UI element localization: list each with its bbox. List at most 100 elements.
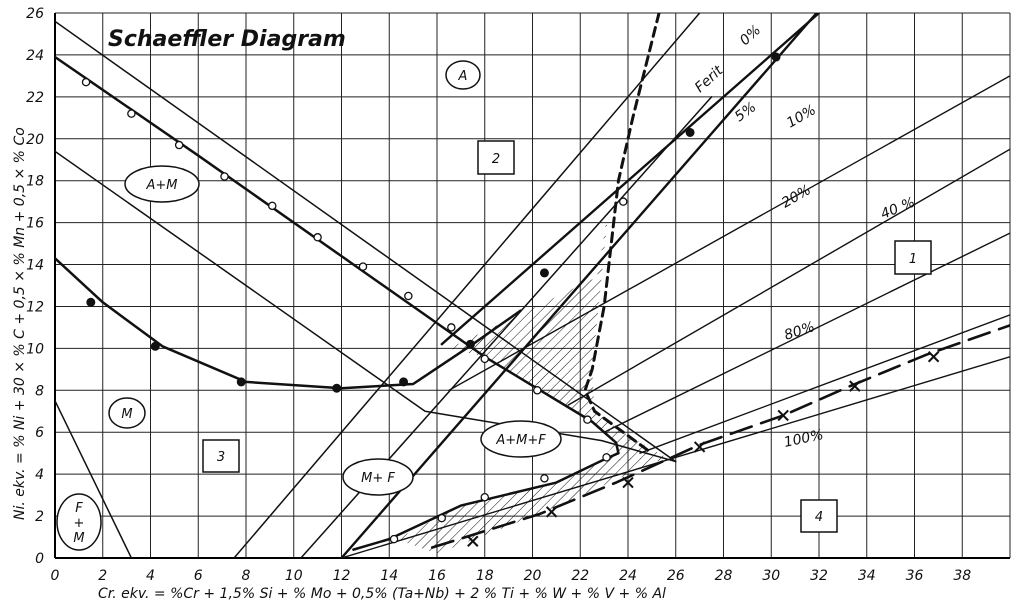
x-tick-label: 12 [333, 568, 351, 584]
x-tick-label: 28 [715, 568, 733, 584]
zone-number-1: 1 [909, 252, 917, 267]
ferrite-line [603, 232, 1010, 433]
open-point [583, 415, 592, 424]
open-point [480, 354, 489, 364]
filled-point [150, 341, 160, 351]
y-axis-label: Ni. ekv. = % Ni + 30 × % C + 0,5 × % Mn … [12, 127, 28, 520]
filled-point [771, 52, 781, 62]
ferrite-line [340, 13, 818, 558]
x-tick-label: 16 [428, 568, 446, 584]
y-tick-label: 8 [35, 383, 44, 399]
open-point [480, 492, 489, 502]
zone-box-3 [202, 439, 240, 473]
phase-label-m: M [121, 407, 132, 422]
x-tick-label: 36 [906, 568, 924, 584]
y-tick-label: 6 [35, 425, 44, 441]
diagram-title: Schaeffler Diagram [108, 27, 346, 52]
phase-mf-ellipse [342, 458, 414, 496]
open-point [540, 474, 549, 483]
y-tick-label: 26 [26, 6, 44, 22]
ferrite-40-label: 40 % [879, 195, 918, 223]
open-point [618, 197, 628, 206]
hatched-region-2 [396, 457, 667, 554]
phase-label-am: A+M [145, 178, 177, 193]
x-tick-label: 0 [51, 568, 60, 584]
phase-a-ellipse [445, 60, 481, 90]
fm-boundary-line [55, 400, 133, 558]
x-tick-label: 38 [953, 568, 971, 584]
x-tick-label: 20 [524, 568, 542, 584]
ferrite-80-label: 80% [782, 319, 817, 344]
filled-point [685, 127, 695, 137]
x-tick-label: 10 [285, 568, 303, 584]
upper-diagonal-line [55, 20, 677, 463]
x-tick-label: 22 [571, 568, 589, 584]
ferrite-line [567, 148, 1010, 406]
ferrite-label: Ferit [692, 62, 727, 96]
y-tick-label: 16 [26, 216, 44, 232]
filled-point [399, 377, 409, 387]
ferrite-line [639, 314, 1010, 454]
x-tick-label: 6 [194, 568, 203, 584]
x-tick-label: 30 [762, 568, 780, 584]
ferrite-20-label: 20% [779, 182, 814, 211]
phase-am-ellipse [124, 165, 200, 203]
open-point [174, 140, 184, 150]
cross-marker [693, 441, 706, 453]
x-tick-label: 32 [810, 568, 828, 584]
open-point [268, 201, 277, 211]
cross-marker [927, 351, 940, 363]
open-point [358, 262, 368, 271]
open-point [602, 453, 611, 462]
ferrite-0-label: 0% [737, 22, 764, 49]
filled-point [332, 383, 342, 393]
cross-marker [467, 535, 479, 547]
x-tick-label: 14 [380, 568, 398, 584]
phase-label-fm-bottom: M [73, 531, 84, 546]
y-tick-label: 14 [26, 258, 44, 274]
grid [54, 12, 1011, 559]
y-tick-label: 20 [26, 132, 44, 148]
open-point [404, 291, 413, 301]
austenite-martensite-line [55, 55, 620, 551]
x-tick-label: 34 [858, 568, 876, 584]
phase-label-fm-plus: + [74, 516, 85, 531]
y-tick-label: 2 [35, 509, 44, 525]
martensite-boundary-line [55, 257, 522, 390]
y-tick-label: 24 [26, 48, 44, 64]
ferrite-line [448, 75, 1010, 392]
open-point [389, 534, 399, 544]
x-tick-label: 24 [619, 568, 637, 584]
open-point [220, 172, 229, 181]
martensite-ferrite-line [233, 13, 701, 558]
hatched-region-1 [448, 205, 667, 462]
ferrite-line [440, 13, 821, 346]
y-tick-label: 18 [26, 174, 44, 190]
y-tick-label: 10 [26, 341, 44, 357]
x-tick-label: 4 [146, 568, 155, 584]
filled-point [539, 268, 549, 278]
x-tick-label: 26 [667, 568, 685, 584]
zone-number-3: 3 [217, 450, 225, 465]
y-tick-label: 4 [35, 467, 44, 483]
cross-marker [545, 506, 558, 518]
zone-number-4: 4 [815, 510, 823, 525]
x-axis-label: Cr. ekv. = %Cr + 1,5% Si + % Mo + 0,5% (… [98, 586, 666, 602]
cross-line-line [430, 324, 1010, 549]
cross-marker [849, 380, 861, 392]
x-tick-label: 18 [476, 568, 494, 584]
filled-point [465, 339, 475, 349]
zone-box-4 [800, 499, 838, 533]
phase-m-ellipse [108, 397, 146, 429]
ferrite-10-label: 10% [784, 102, 819, 131]
cross-marker [622, 476, 634, 489]
x-tick-label: 2 [98, 568, 107, 584]
dashed-curve-line [583, 13, 661, 455]
y-tick-label: 0 [35, 551, 44, 567]
data-points [81, 52, 940, 547]
open-point [127, 109, 136, 118]
open-point [437, 513, 447, 523]
ferrite-line [340, 356, 1010, 558]
open-point [533, 386, 542, 395]
